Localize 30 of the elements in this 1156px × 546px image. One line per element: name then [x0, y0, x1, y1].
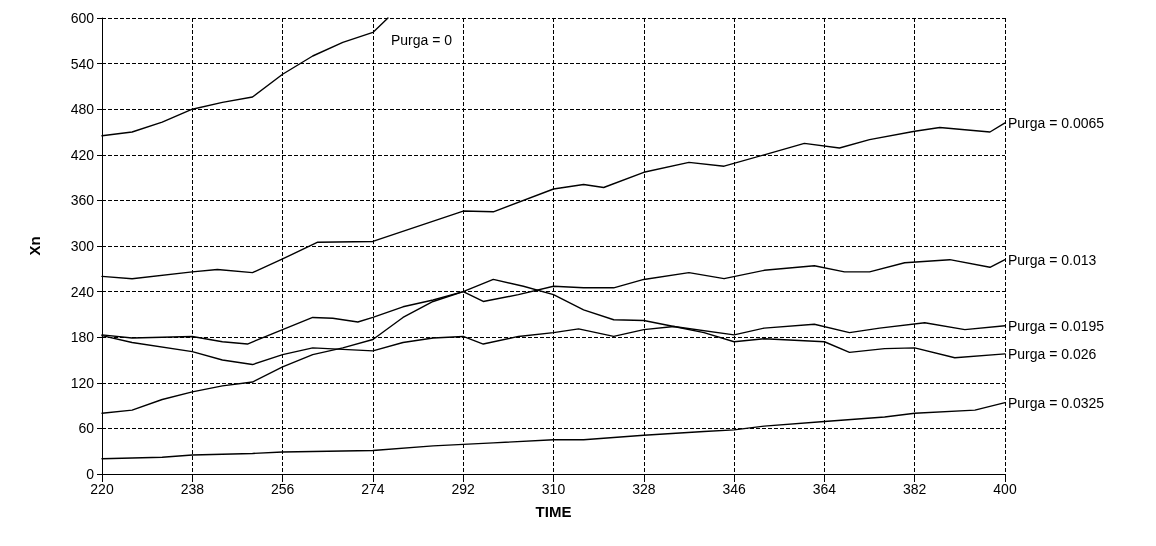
x-tick-label: 400 — [993, 481, 1017, 497]
y-tick-label: 480 — [70, 101, 95, 118]
x-tick-label: 382 — [903, 481, 927, 497]
series-label: Purga = 0 — [390, 32, 453, 48]
x-tick-label: 328 — [632, 481, 656, 497]
series-label: Purga = 0.0325 — [1008, 394, 1105, 411]
series-label: Purga = 0.0065 — [1008, 114, 1105, 131]
y-tick-label: 0 — [86, 466, 95, 482]
y-tick-label: 180 — [70, 329, 95, 346]
x-tick-label: 364 — [812, 481, 837, 497]
x-tick-label: 346 — [722, 481, 746, 497]
series-label: Purga = 0.0195 — [1008, 317, 1105, 334]
y-tick-label: 600 — [70, 10, 95, 26]
y-tick-label: 60 — [78, 420, 95, 437]
x-tick-label: 256 — [270, 481, 295, 497]
x-tick-label: 238 — [180, 481, 205, 497]
series-label: Purga = 0.026 — [1008, 345, 1097, 362]
y-tick-label: 540 — [70, 55, 95, 72]
y-tick-label: 120 — [70, 374, 95, 391]
y-tick-label: 420 — [70, 146, 95, 163]
x-tick-label: 310 — [541, 481, 566, 497]
y-axis-title: Xn — [26, 236, 43, 256]
x-axis-title: TIME — [535, 503, 572, 520]
x-tick-label: 220 — [90, 481, 114, 497]
y-tick-label: 360 — [70, 192, 95, 209]
x-tick-label: 274 — [361, 481, 385, 497]
series-label: Purga = 0.013 — [1008, 251, 1097, 268]
y-tick-label: 300 — [70, 238, 95, 254]
y-tick-label: 240 — [70, 283, 95, 300]
x-tick-label: 292 — [451, 481, 476, 497]
